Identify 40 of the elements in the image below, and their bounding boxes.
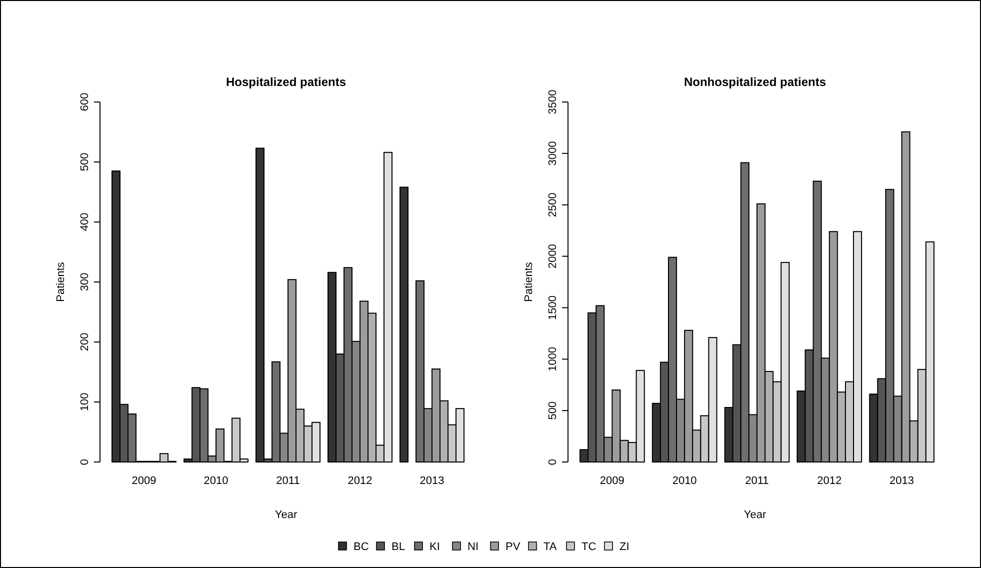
y-tick-label: 3500 [547,90,559,114]
y-tick-label: 0 [547,458,559,466]
x-tick-label: 2013 [890,475,914,487]
y-tick-label: 500 [79,152,91,172]
legend-label: TC [582,541,596,553]
x-tick-label: 2009 [132,475,156,487]
x-tick-label: 2012 [817,475,842,487]
legend-label: PV [506,541,521,553]
y-tick-label: 200 [79,332,91,352]
x-tick-label: 2011 [745,475,769,487]
x-tick-label: 2010 [672,475,697,487]
y-tick-label: 1500 [547,295,559,320]
legend-label: ZI [620,541,630,553]
y-tick-label: 3000 [547,141,559,166]
y-tick-label: 2000 [547,244,559,269]
y-tick-label: 1000 [547,346,559,372]
legend-label: TA [544,541,558,553]
y-tick-label: 0 [79,458,91,466]
y-axis-title: Patients [523,262,535,302]
y-tick-label: 400 [79,212,91,232]
chart-title: Nonhospitalized patients [684,75,826,89]
x-tick-label: 2010 [204,475,228,487]
y-tick-label: 600 [79,92,91,112]
y-tick-label: 500 [547,401,559,420]
legend-label: BL [392,541,405,553]
x-tick-label: 2012 [348,475,372,487]
chart-title: Hospitalized patients [226,75,346,89]
legend-label: BC [354,541,369,553]
legend-label: NI [468,541,478,553]
x-tick-label: 2013 [420,475,444,487]
bar [400,186,408,462]
x-tick-label: 2009 [600,475,624,487]
x-tick-label: 2011 [276,475,300,487]
y-axis-title: Patients [55,262,67,302]
x-axis-title: Year [744,509,766,521]
x-axis-title: Year [274,509,298,521]
y-tick-label: 300 [79,272,91,292]
y-tick-label: 2500 [547,192,559,218]
y-tick-label: 100 [79,392,91,412]
legend-label: KI [430,541,440,553]
